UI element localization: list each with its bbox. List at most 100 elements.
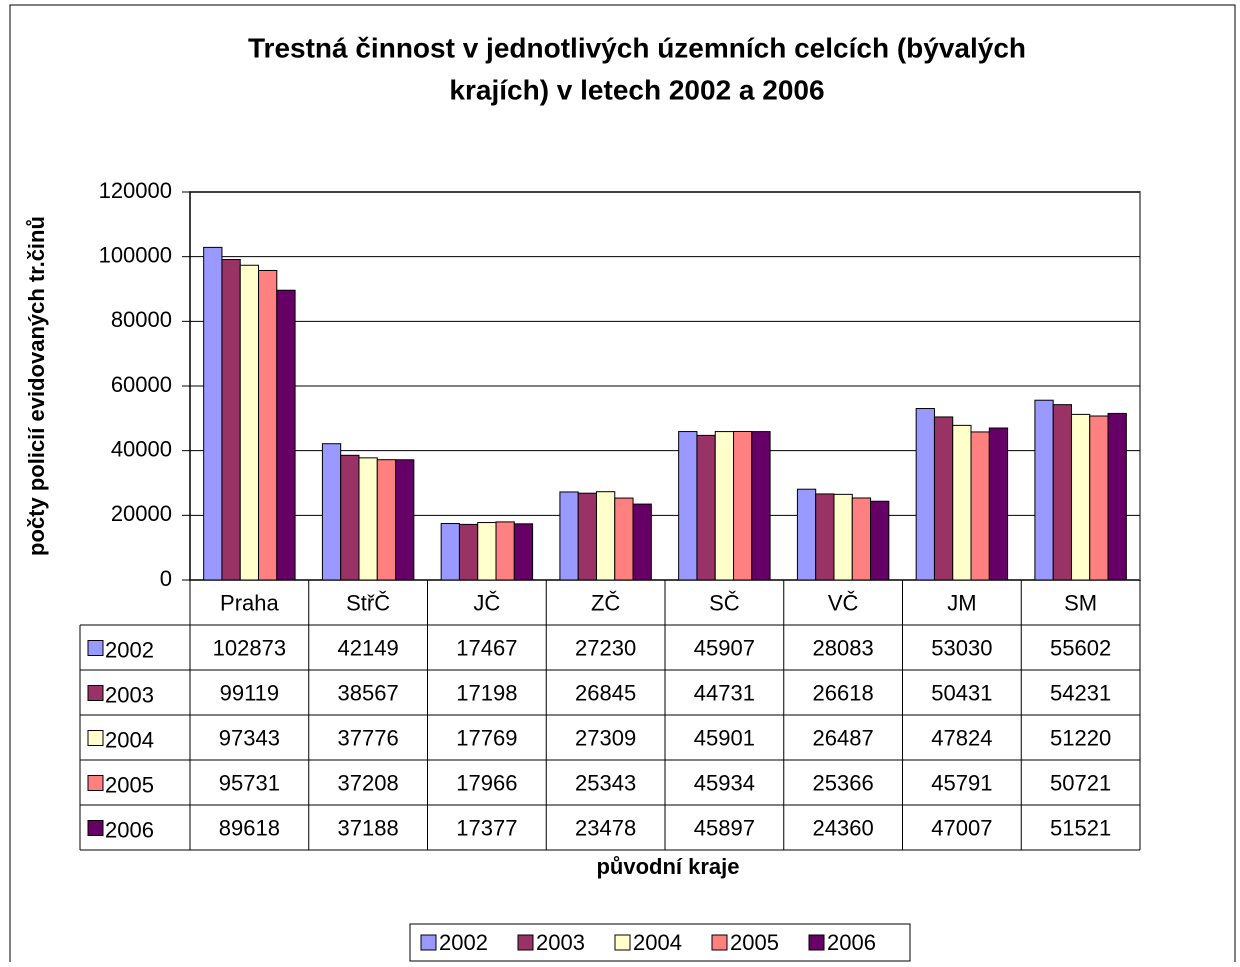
bar xyxy=(678,431,698,581)
x-tick-label: SČ xyxy=(709,590,740,615)
table-cell: 27309 xyxy=(575,725,636,750)
table-cell: 51521 xyxy=(1050,815,1111,840)
table-cell: 53030 xyxy=(931,635,992,660)
table-row-label: 2005 xyxy=(105,772,154,797)
table-cell: 17769 xyxy=(456,725,517,750)
x-tick-label: StřČ xyxy=(346,590,390,615)
x-tick-label: JM xyxy=(947,590,976,615)
table-cell: 28083 xyxy=(813,635,874,660)
y-axis-label: počty policií evidovaných tr.činů xyxy=(24,216,49,556)
legend-key xyxy=(87,640,104,656)
bar xyxy=(495,521,515,581)
bar xyxy=(796,488,817,581)
table-cell: 50721 xyxy=(1050,770,1111,795)
legend-key xyxy=(517,934,534,951)
bar xyxy=(595,491,616,581)
table-cell: 17467 xyxy=(456,635,517,660)
bar xyxy=(395,459,415,581)
legend-label: 2004 xyxy=(633,930,682,955)
legend-key xyxy=(614,934,631,951)
legend-key xyxy=(87,820,104,836)
y-tick-label: 80000 xyxy=(111,307,172,332)
table-cell: 45791 xyxy=(931,770,992,795)
bar xyxy=(458,523,479,581)
bar xyxy=(952,424,972,581)
table-cell: 55602 xyxy=(1050,635,1111,660)
x-axis-label: původní kraje xyxy=(596,854,739,879)
chart-title: krajích) v letech 2002 a 2006 xyxy=(449,74,824,105)
bar xyxy=(815,493,835,581)
table-cell: 17198 xyxy=(456,680,517,705)
bar xyxy=(477,522,497,581)
table-cell: 45897 xyxy=(694,815,755,840)
bar xyxy=(833,493,853,581)
table-cell: 25366 xyxy=(813,770,874,795)
bar xyxy=(970,431,990,581)
y-tick-label: 60000 xyxy=(111,372,172,397)
table-cell: 44731 xyxy=(694,680,755,705)
x-tick-label: Praha xyxy=(220,590,279,615)
bar xyxy=(751,431,771,581)
table-cell: 45907 xyxy=(694,635,755,660)
table-row-label: 2002 xyxy=(105,637,154,662)
bar xyxy=(632,503,652,581)
legend-key xyxy=(87,730,104,746)
bar xyxy=(733,430,753,581)
table-cell: 95731 xyxy=(219,770,280,795)
legend-label: 2005 xyxy=(730,930,779,955)
legend-key xyxy=(420,934,437,951)
table-cell: 54231 xyxy=(1050,680,1111,705)
table-cell: 37208 xyxy=(338,770,399,795)
table-cell: 47007 xyxy=(931,815,992,840)
bar xyxy=(870,500,890,581)
bar xyxy=(239,264,260,581)
x-tick-label: VČ xyxy=(828,590,859,615)
bar xyxy=(440,523,460,581)
table-cell: 24360 xyxy=(813,815,874,840)
y-tick-label: 0 xyxy=(160,566,172,591)
bar xyxy=(1089,415,1109,581)
bar xyxy=(1034,399,1054,581)
table-cell: 89618 xyxy=(219,815,280,840)
legend-key xyxy=(808,934,825,951)
chart-title: Trestná činnost v jednotlivých územních … xyxy=(248,32,1026,63)
table-cell: 51220 xyxy=(1050,725,1111,750)
table-cell: 102873 xyxy=(213,635,286,660)
bar xyxy=(513,523,534,581)
x-tick-label: JČ xyxy=(473,590,500,615)
y-tick-label: 20000 xyxy=(111,501,172,526)
legend-key xyxy=(711,934,728,951)
table-cell: 17966 xyxy=(456,770,517,795)
table-row-label: 2003 xyxy=(105,682,154,707)
bar xyxy=(1107,412,1127,581)
legend-label: 2003 xyxy=(536,930,585,955)
bar xyxy=(203,246,223,581)
bar xyxy=(614,497,634,581)
bar xyxy=(376,459,397,581)
bar xyxy=(358,457,378,581)
table-cell: 27230 xyxy=(575,635,636,660)
table-cell: 47824 xyxy=(931,725,992,750)
bar xyxy=(1070,413,1091,581)
bar xyxy=(276,289,296,581)
bar xyxy=(851,497,872,581)
table-cell: 37776 xyxy=(338,725,399,750)
bar xyxy=(933,416,954,581)
table-cell: 26845 xyxy=(575,680,636,705)
table-cell: 50431 xyxy=(931,680,992,705)
table-cell: 23478 xyxy=(575,815,636,840)
bar xyxy=(696,434,716,581)
bar xyxy=(577,492,597,581)
table-cell: 99119 xyxy=(220,680,280,705)
legend-key xyxy=(87,775,104,791)
y-tick-label: 100000 xyxy=(99,242,172,267)
table-cell: 26618 xyxy=(813,680,874,705)
x-tick-label: SM xyxy=(1064,590,1097,615)
x-tick-label: ZČ xyxy=(591,590,620,615)
table-cell: 25343 xyxy=(575,770,636,795)
legend-key xyxy=(87,685,104,701)
bar xyxy=(321,443,342,581)
table-cell: 37188 xyxy=(338,815,399,840)
bar xyxy=(340,454,360,581)
